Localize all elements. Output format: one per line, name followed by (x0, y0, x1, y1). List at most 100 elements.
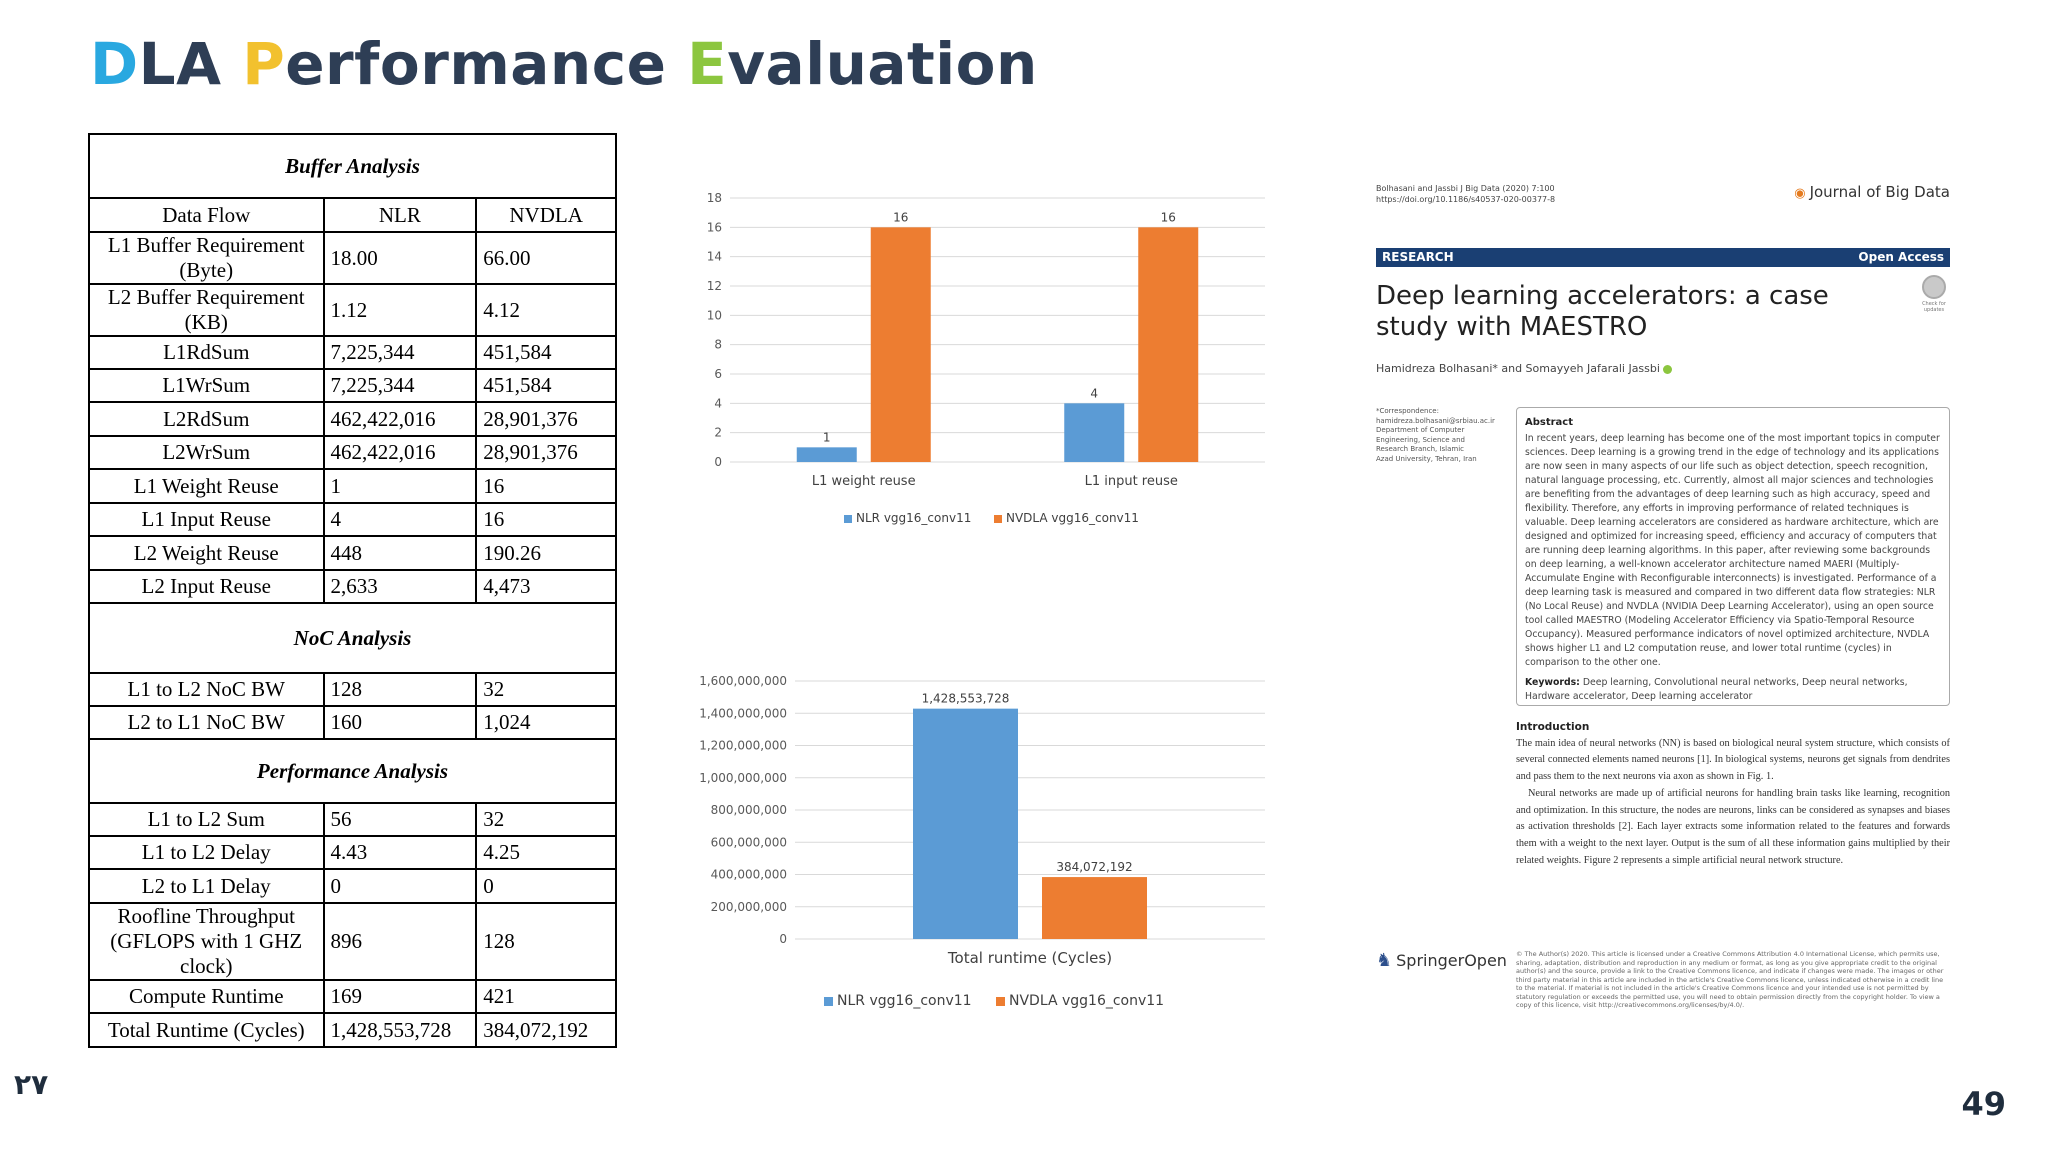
check-label: Check for updates (1922, 301, 1946, 313)
table-cell: 4.43 (322, 835, 478, 870)
table-cell: 18.00 (322, 231, 478, 285)
table-row: L1 to L2 Sum 56 32 (88, 802, 617, 837)
title-part: P (242, 30, 286, 98)
band-left: RESEARCH (1382, 250, 1454, 264)
header-row: Data Flow NLR NVDLA (88, 197, 617, 233)
bar (870, 227, 931, 462)
paper-correspondence: *Correspondence: hamidreza.bolhasani@srb… (1376, 407, 1495, 463)
table-cell: L2WrSum (88, 435, 325, 470)
bar (1064, 403, 1125, 462)
table-cell: L1 Weight Reuse (88, 468, 325, 504)
paper-introduction: Introduction The main idea of neural net… (1516, 719, 1950, 869)
license-text: © The Author(s) 2020. This article is li… (1516, 950, 1944, 1009)
table-cell: L1 Input Reuse (88, 502, 325, 537)
y-tick-label: 18 (707, 191, 722, 205)
publisher-name: SpringerOpen (1396, 951, 1507, 970)
table-row: L2 to L1 Delay 0 0 (88, 868, 617, 904)
table-row: L1 to L2 NoC BW 128 32 (88, 672, 617, 707)
runtime-bar-chart: 0 200,000,000 400,000,000 600,000,000 800,00… (690, 665, 1290, 1025)
category-label: L1 weight reuse (812, 474, 916, 489)
research-band: RESEARCH Open Access (1376, 248, 1950, 267)
intro-title: Introduction (1516, 721, 1590, 733)
keywords-label: Keywords: (1525, 677, 1580, 688)
table-cell: Total Runtime (Cycles) (88, 1012, 325, 1048)
table-row: L1WrSum 7,225,344 451,584 (88, 368, 617, 403)
bar (1138, 227, 1199, 462)
table-cell: L2 Weight Reuse (88, 535, 325, 571)
table-row: L2 Input Reuse 2,633 4,473 (88, 569, 617, 604)
table-cell: 384,072,192 (475, 1012, 617, 1048)
band-right: Open Access (1858, 250, 1944, 264)
legend-label: NVDLA vgg16_conv11 (1006, 511, 1139, 525)
section-title: NoC Analysis (88, 602, 617, 674)
section-row: Performance Analysis (88, 738, 617, 804)
table-row: L1 to L2 Delay 4.43 4.25 (88, 835, 617, 870)
table-cell: 128 (475, 902, 617, 981)
table-cell: 16 (475, 468, 617, 504)
paper-doi: https://doi.org/10.1186/s40537-020-00377… (1376, 195, 1556, 204)
legend-label: NLR vgg16_conv11 (856, 511, 971, 525)
authors-text: Hamidreza Bolhasani* and Somayyeh Jafara… (1376, 362, 1660, 375)
reuse-bar-chart: 0 2 4 6 8 10 12 14 16 18 1 16 L1 weight reuse 4 16 L1 i… (690, 180, 1290, 540)
table-cell: 32 (475, 802, 617, 837)
table-cell: 421 (475, 979, 617, 1014)
title-part: valuation (727, 30, 1038, 98)
legend-swatch (994, 515, 1002, 523)
table-cell: 56 (322, 802, 478, 837)
table-cell: Compute Runtime (88, 979, 325, 1014)
y-tick-label: 0 (779, 932, 787, 946)
category-label: L1 input reuse (1085, 474, 1178, 489)
springer-logo: ♞ SpringerOpen (1376, 950, 1507, 971)
section-title: Performance Analysis (88, 738, 617, 804)
table-row: Total Runtime (Cycles) 1,428,553,728 384,0… (88, 1012, 617, 1048)
analysis-table: Buffer Analysis Data Flow NLR NVDLA L1 Buffe… (88, 133, 617, 1048)
table-cell: 169 (322, 979, 478, 1014)
keywords: Keywords: Deep learning, Convolutional n… (1525, 676, 1941, 704)
title-part: D (90, 30, 139, 98)
paper-header: Bolhasani and Jassbi J Big Data (2020) 7… (1376, 183, 1555, 205)
table-cell: 1.12 (322, 283, 478, 337)
y-tick-label: 14 (707, 250, 722, 264)
table-cell: L2 Input Reuse (88, 569, 325, 604)
table-row: Roofline Throughput (GFLOPS with 1 GHZ c… (88, 902, 617, 981)
legend-swatch (844, 515, 852, 523)
table-cell: L1 to L2 Sum (88, 802, 325, 837)
abstract-text: In recent years, deep learning has becom… (1525, 433, 1940, 668)
table-cell: 4.12 (475, 283, 617, 337)
data-label: 384,072,192 (1056, 860, 1132, 874)
paper-authors: Hamidreza Bolhasani* and Somayyeh Jafara… (1376, 362, 1675, 375)
table-cell: 896 (322, 902, 478, 981)
table-cell: 4 (322, 502, 478, 537)
table-cell: 1 (322, 468, 478, 504)
section-row: Buffer Analysis (88, 133, 617, 199)
legend-label: NLR vgg16_conv11 (837, 993, 972, 1009)
data-label: 16 (893, 210, 908, 224)
journal-name: ◉ Journal of Big Data (1794, 183, 1950, 201)
table-row: L1RdSum 7,225,344 451,584 (88, 335, 617, 370)
table-cell: 0 (322, 868, 478, 904)
table-row: Compute Runtime 169 421 (88, 979, 617, 1014)
y-tick-label: 6 (714, 367, 722, 381)
title-part: LA (138, 30, 243, 98)
table-cell: 7,225,344 (322, 368, 478, 403)
table-cell: 28,901,376 (475, 435, 617, 470)
table-cell: 32 (475, 672, 617, 707)
y-tick-label: 1,400,000,000 (699, 706, 787, 720)
table-cell: Roofline Throughput (GFLOPS with 1 GHZ c… (88, 902, 325, 981)
orcid-icon (1662, 364, 1672, 374)
table-cell: 448 (322, 535, 478, 571)
table-cell: L1WrSum (88, 368, 325, 403)
y-tick-label: 1,200,000,000 (699, 739, 787, 753)
y-tick-label: 8 (714, 338, 722, 352)
table-cell: L2 to L1 Delay (88, 868, 325, 904)
paper-title: Deep learning accelerators: a case study… (1376, 281, 1829, 342)
y-tick-label: 1,600,000,000 (699, 674, 787, 688)
table-cell: 451,584 (475, 368, 617, 403)
y-tick-label: 2 (714, 426, 722, 440)
title-part: erformance (285, 30, 688, 98)
data-label: 4 (1090, 386, 1098, 400)
table-row: L2 to L1 NoC BW 160 1,024 (88, 705, 617, 740)
table-cell: 190.26 (475, 535, 617, 571)
runtime-chart-svg: 0 200,000,000 400,000,000 600,000,000 800,00… (699, 674, 1265, 1009)
table-cell: 462,422,016 (322, 401, 478, 437)
